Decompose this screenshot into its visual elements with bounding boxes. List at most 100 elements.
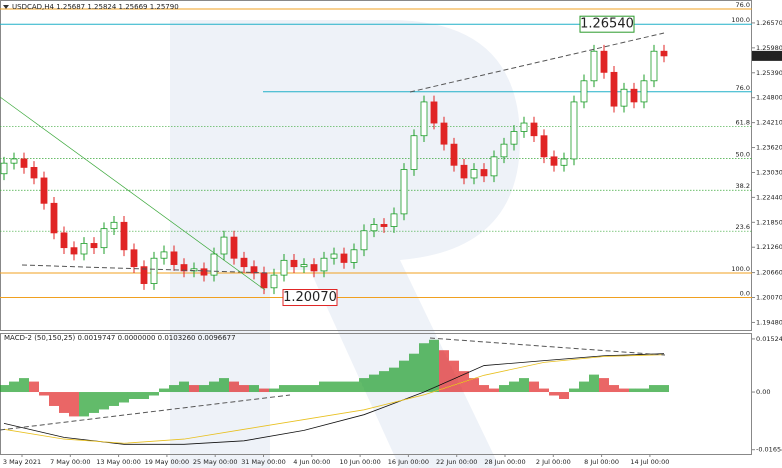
candle-body — [600, 50, 608, 73]
candle-body — [0, 162, 8, 175]
macd-title: MACD-2 (50,150,25) 0.0019747 0.0000000 0… — [4, 334, 236, 342]
x-tick-label: 31 May 00:00 — [241, 458, 286, 466]
candle-body — [80, 243, 88, 255]
level-label: 50.0 — [736, 151, 750, 159]
candle-body — [20, 158, 28, 168]
candle-body — [650, 50, 658, 82]
macd-frame — [0, 333, 752, 455]
candle-body — [420, 101, 428, 137]
menu-arrow[interactable] — [3, 5, 9, 9]
y-tick-label: 1.23030 — [756, 168, 782, 176]
x-tick-label: 28 Jun 00:00 — [484, 458, 525, 466]
x-tick-label: 25 May 00:00 — [193, 458, 238, 466]
plot-layer — [0, 8, 752, 445]
trend-line — [429, 337, 666, 356]
candle-body — [620, 88, 628, 107]
y-tick-label: 1.23620 — [756, 144, 782, 152]
candle-body — [290, 259, 298, 268]
candle-body — [60, 232, 68, 249]
annotation-text: 1.26540 — [580, 17, 634, 32]
candle-body — [520, 122, 528, 132]
price-box — [752, 50, 782, 61]
candle-body — [550, 156, 558, 166]
candle-body — [300, 264, 308, 268]
y-tick-label: 1.20660 — [756, 269, 782, 277]
level-label: 0.0 — [740, 290, 750, 298]
x-tick-label: 8 Jul 00:00 — [584, 458, 619, 466]
level-label: 23.6 — [736, 223, 750, 231]
candle-body — [590, 50, 598, 82]
y-tick-label: 1.21850 — [756, 218, 782, 226]
y-tick-label: 0.0152404 — [756, 335, 782, 343]
candle-body — [490, 156, 498, 177]
level-label: 76.0 — [736, 84, 750, 92]
candle-body — [310, 264, 318, 272]
level-label: 76.0 — [736, 1, 750, 9]
y-tick-label: 1.24800 — [756, 94, 782, 102]
candle-body — [140, 266, 148, 284]
candle-body — [560, 158, 568, 166]
candle-body — [180, 264, 188, 272]
annotation-text: 1.20070 — [283, 290, 337, 305]
level-label: 38.2 — [736, 182, 750, 190]
candle-body — [160, 251, 168, 259]
x-tick-label: 3 May 2021 — [3, 458, 41, 466]
candle-body — [580, 80, 588, 103]
candle-body — [340, 253, 348, 263]
candle-body — [100, 228, 108, 249]
candle-body — [150, 257, 158, 284]
candle-body — [220, 236, 228, 255]
candle-body — [610, 71, 618, 107]
x-tick-label: 19 May 00:00 — [145, 458, 190, 466]
y-tick-label: 1.25980 — [756, 44, 782, 52]
x-tick-label: 16 Jun 00:00 — [388, 458, 429, 466]
x-tick-label: 13 May 00:00 — [96, 458, 141, 466]
y-tick-label: 1.26570 — [756, 19, 782, 27]
candle-body — [70, 247, 78, 255]
x-tick-label: 14 Jul 00:00 — [630, 458, 669, 466]
candle-body — [470, 169, 478, 179]
candle-body — [510, 131, 518, 145]
candle-body — [260, 272, 268, 289]
trend-line — [0, 96, 266, 291]
trend-line — [0, 394, 291, 431]
level-label: 61.8 — [736, 118, 750, 126]
candle-body — [640, 80, 648, 103]
candle-body — [440, 122, 448, 145]
candle-body — [430, 101, 438, 124]
candle-body — [270, 274, 278, 289]
candle-body — [90, 243, 98, 249]
y-tick-label: 0.00 — [756, 388, 770, 396]
candle-body — [350, 249, 358, 263]
candle-body — [280, 259, 288, 276]
candle-body — [530, 122, 538, 137]
candle-body — [40, 177, 48, 204]
annotation-box — [282, 289, 338, 307]
candle-body — [200, 268, 208, 276]
x-tick-label: 7 May 00:00 — [50, 458, 90, 466]
y-tick-label: 1.25390 — [756, 69, 782, 77]
price-label: 1.25790 — [754, 52, 781, 60]
macd-line — [3, 353, 665, 445]
candle-body — [240, 257, 248, 268]
candle-body — [50, 202, 58, 234]
candle-body — [480, 169, 488, 177]
candle-body — [570, 101, 578, 160]
candle-body — [450, 143, 458, 166]
candle-body — [500, 143, 508, 158]
candle-body — [460, 164, 468, 179]
candle-body — [30, 167, 38, 179]
trend-line — [409, 32, 665, 93]
candle-body — [320, 257, 328, 272]
candle-body — [630, 88, 638, 103]
candle-body — [230, 236, 238, 259]
candle-body — [130, 249, 138, 268]
candle-body — [390, 213, 398, 227]
candle-body — [380, 224, 388, 227]
candle-body — [540, 135, 548, 158]
y-tick-label: -0.0165434 — [756, 446, 782, 454]
candle-body — [360, 230, 368, 251]
x-tick-label: 22 Jun 00:00 — [436, 458, 477, 466]
chart-title: USDCAD,H4 1.25687 1.25824 1.25669 1.2579… — [12, 3, 179, 11]
